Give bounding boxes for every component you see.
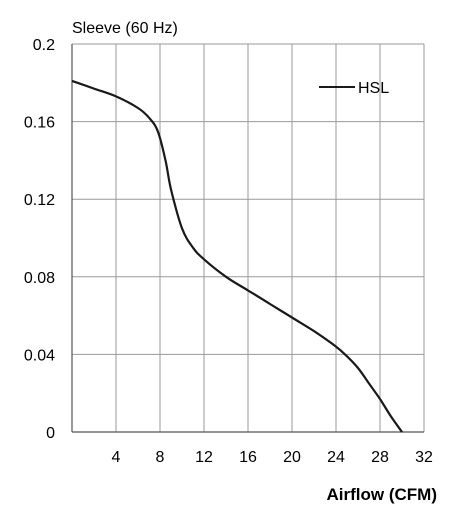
series-layer — [71, 79, 403, 433]
legend: HSL — [319, 80, 389, 97]
axes — [71, 44, 424, 433]
series-line-hsl — [71, 79, 403, 433]
x-tick-label-2: 12 — [195, 449, 213, 466]
grid — [72, 43, 425, 433]
y-tick-label-5: 0.2 — [33, 37, 55, 54]
y-tick-label-1: 0.04 — [24, 347, 55, 364]
legend-label-hsl: HSL — [358, 80, 389, 97]
x-tick-label-5: 24 — [327, 449, 345, 466]
x-tick-label-3: 16 — [239, 449, 257, 466]
chart-title: Sleeve (60 Hz) — [72, 20, 178, 37]
x-tick-label-6: 28 — [371, 449, 389, 466]
y-tick-label-2: 0.08 — [24, 270, 55, 287]
tick-labels: 4 8 12 16 20 24 28 32 0 0.04 0.08 0.12 0.16 0.2 — [24, 37, 433, 466]
x-axis-label: Airflow (CFM) — [327, 485, 437, 504]
x-tick-label-1: 8 — [156, 449, 165, 466]
x-tick-label-7: 32 — [415, 449, 433, 466]
x-tick-label-4: 20 — [283, 449, 301, 466]
y-tick-label-4: 0.16 — [24, 115, 55, 132]
y-tick-label-0: 0 — [46, 425, 55, 442]
y-tick-label-3: 0.12 — [24, 192, 55, 209]
x-tick-label-0: 4 — [112, 449, 121, 466]
